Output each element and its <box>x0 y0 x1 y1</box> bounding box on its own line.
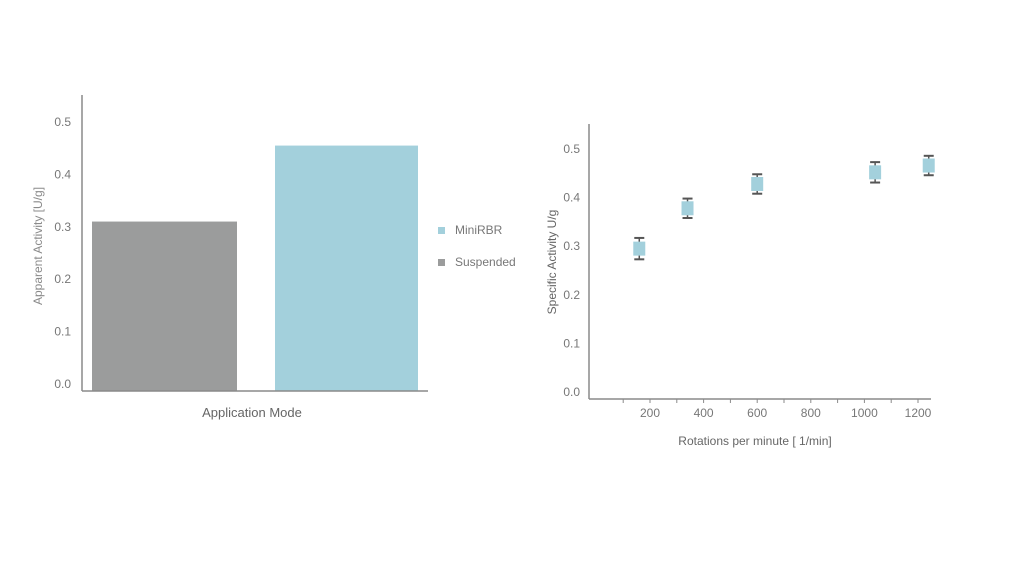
bar-y-tick-label: 0.0 <box>54 377 71 391</box>
scatter-y-axis-label: Specific Activity U/g <box>545 210 559 315</box>
scatter-y-tick-label: 0.1 <box>563 336 580 350</box>
scatter-marker <box>681 201 694 216</box>
bar-x-axis-label: Application Mode <box>202 405 302 420</box>
bar-y-ticks: 0.0 0.1 0.2 0.3 0.4 0.5 <box>54 115 71 391</box>
bar-y-tick-label: 0.4 <box>54 167 71 181</box>
scatter-marker <box>751 176 764 191</box>
bar-y-tick-label: 0.2 <box>54 272 71 286</box>
bar-y-tick-label: 0.1 <box>54 325 71 339</box>
bar-minirbr <box>275 145 418 391</box>
scatter-points <box>633 154 935 261</box>
scatter-y-tick-label: 0.0 <box>563 385 580 399</box>
scatter-point <box>922 154 935 177</box>
scatter-point <box>681 197 694 220</box>
bar-y-tick-label: 0.3 <box>54 220 71 234</box>
scatter-y-ticks: 0.0 0.1 0.2 0.3 0.4 0.5 <box>563 142 580 399</box>
legend-label-suspended: Suspended <box>455 255 516 269</box>
scatter-point <box>633 236 646 261</box>
scatter-marker <box>869 165 882 180</box>
bar-y-axis-label: Apparent Activity [U/g] <box>31 187 45 305</box>
scatter-y-tick-label: 0.2 <box>563 288 580 302</box>
scatter-point <box>751 173 764 195</box>
scatter-x-tick-label: 400 <box>694 406 714 420</box>
scatter-y-tick-label: 0.3 <box>563 239 580 253</box>
scatter-x-tick-label: 200 <box>640 406 660 420</box>
scatter-x-tick-label: 1200 <box>905 406 932 420</box>
scatter-y-tick-label: 0.4 <box>563 191 580 205</box>
bar-legend: MiniRBR Suspended <box>438 223 516 269</box>
legend-label-minirbr: MiniRBR <box>455 223 503 237</box>
legend-swatch-minirbr <box>438 227 445 234</box>
bar-y-tick-label: 0.5 <box>54 115 71 129</box>
scatter-marker <box>633 241 646 256</box>
scatter-chart: 0.00.10.20.30.40.5 200 400 600 800 1000 1200 … <box>545 124 935 448</box>
bar-suspended <box>92 221 237 391</box>
bar-bars <box>92 145 418 391</box>
scatter-x-axis-label: Rotations per minute [ 1/min] <box>678 434 831 448</box>
scatter-x-tick-label: 600 <box>747 406 767 420</box>
scatter-marker <box>922 158 935 173</box>
scatter-point <box>869 161 882 184</box>
scatter-y-tick-label: 0.5 <box>563 142 580 156</box>
legend-swatch-suspended <box>438 259 445 266</box>
scatter-x-tick-label: 800 <box>801 406 821 420</box>
bar-chart: 0.0 0.1 0.2 0.3 0.4 0.5 Apparent Activity [U/… <box>31 95 516 420</box>
scatter-x-ticks: 200 400 600 800 1000 1200 <box>622 399 932 420</box>
scatter-x-tick-label: 1000 <box>851 406 878 420</box>
